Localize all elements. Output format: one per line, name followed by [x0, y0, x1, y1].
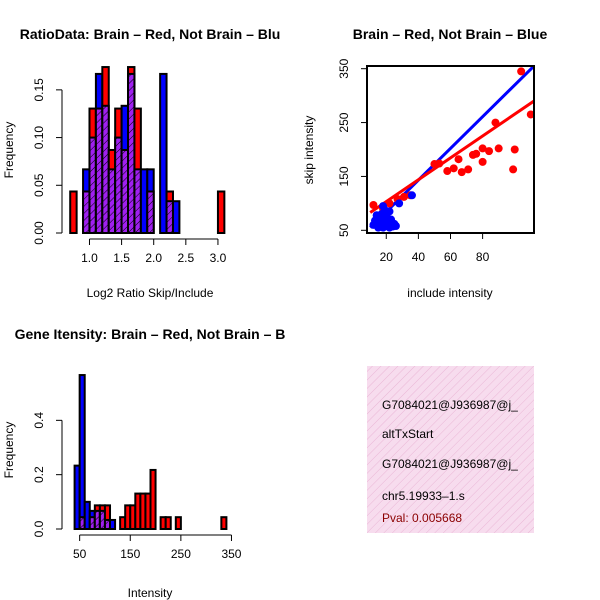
scatter-point-not-brain [391, 221, 400, 230]
scatter-y-tick-label: 350 [337, 58, 351, 78]
scatter-x-tick-label: 60 [444, 250, 458, 264]
scatter-point-brain [491, 118, 500, 127]
info-locus: chr5.19933–1.s [382, 489, 465, 503]
scatter-point-not-brain [372, 211, 381, 220]
intensity-hist-xlabel: Intensity [128, 586, 173, 600]
scatter-x-tick-label: 20 [380, 250, 394, 264]
intensity-hist-y-tick-label: 0.0 [32, 520, 46, 537]
intensity-hist-bar-not-brain [109, 518, 117, 530]
intensity-hist-bars [73, 374, 228, 531]
intensity-hist-y-tick-label: 0.2 [32, 466, 46, 483]
info-pval: Pval: 0.005668 [382, 511, 462, 525]
ratio-hist-bar-brain [69, 190, 78, 234]
info-gene-id-2: G7084021@J936987@j_ [382, 457, 518, 471]
intensity-hist-bar-brain [149, 468, 157, 530]
ratio-hist-x-tick-label: 2.0 [145, 251, 162, 265]
scatter-point-brain [454, 155, 463, 164]
scatter-ylabel: skip intensity [302, 116, 316, 185]
ratio-hist-x-tick-label: 2.5 [177, 251, 194, 265]
scatter-y-tick-label: 50 [337, 223, 351, 237]
scatter-point-brain [526, 110, 535, 119]
scatter-point-brain [449, 164, 458, 173]
ratio-hist-x-tick-label: 1.5 [113, 251, 130, 265]
intensity-hist-title: Gene Itensity: Brain – Red, Not Brain – … [15, 326, 286, 342]
scatter-point-brain [369, 200, 378, 209]
scatter-point-brain [478, 144, 487, 153]
ratio-histogram: RatioData: Brain – Red, Not Brain – Blu … [2, 26, 280, 300]
intensity-hist-x-tick-label: 350 [221, 547, 241, 561]
scatter-title: Brain – Red, Not Brain – Blue [353, 26, 548, 42]
scatter-point-brain [472, 149, 481, 158]
scatter-x-tick-label: 80 [476, 250, 490, 264]
ratio-hist-bars [69, 66, 226, 235]
info-panel: G7084021@J936987@j_ altTxStart G7084021@… [367, 366, 534, 533]
intensity-hist-bar-brain [164, 516, 172, 530]
scatter-point-brain [509, 165, 518, 174]
ratio-hist-ylabel: Frequency [2, 122, 16, 179]
intensity-hist-y-tick-label: 0.4 [32, 412, 46, 429]
info-event-type: altTxStart [382, 427, 434, 441]
scatter-y-tick-label: 250 [337, 112, 351, 132]
ratio-hist-bar-overlap-hatch [146, 190, 155, 234]
ratio-hist-y-tick-label: 0.00 [32, 221, 46, 245]
scatter-point-brain [457, 168, 466, 177]
ratio-hist-bar-brain [216, 190, 226, 234]
scatter-point-brain [385, 199, 394, 208]
intensity-hist-ylabel: Frequency [2, 422, 16, 479]
ratio-hist-bar-not-brain [159, 72, 168, 234]
scatter-fit-brain [369, 99, 534, 214]
ratio-hist-y-tick-label: 0.15 [32, 78, 46, 102]
intensity-hist-bar-brain [220, 516, 228, 530]
intensity-hist-x-tick-label: 50 [73, 547, 87, 561]
ratio-hist-axes: 1.0 1.5 2.0 2.5 3.0 0.00 0.05 0.10 0.15 [32, 78, 226, 265]
scatter-point-brain [510, 145, 519, 154]
info-panel-hatch [367, 366, 534, 533]
scatter-point-brain [485, 147, 494, 156]
scatter-point-not-brain [385, 207, 394, 216]
scatter-y-tick-label: 150 [337, 166, 351, 186]
scatter-point-not-brain [395, 199, 404, 208]
scatter-point-brain [443, 167, 452, 176]
scatter-point-brain [494, 144, 503, 153]
scatter-fit-not-brain [369, 66, 534, 229]
scatter-point-brain [435, 159, 444, 168]
intensity-hist-x-tick-label: 150 [120, 547, 140, 561]
scatter-point-brain [478, 157, 487, 166]
scatter-point-brain [517, 67, 526, 76]
scatter-axes: 20 40 60 80 50 150 250 350 [337, 58, 489, 264]
ratio-hist-xlabel: Log2 Ratio Skip/Include [87, 286, 214, 300]
intensity-hist-bar-brain [174, 516, 182, 530]
intensity-hist-axes: 50 150 250 350 0.0 0.2 0.4 [32, 412, 242, 561]
scatter-xlabel: include intensity [407, 286, 492, 300]
ratio-hist-y-tick-label: 0.10 [32, 126, 46, 150]
scatter-points [369, 67, 535, 232]
scatter-x-tick-label: 40 [412, 250, 426, 264]
scatter-point-not-brain [407, 191, 416, 200]
scatter-point-not-brain [379, 202, 388, 211]
scatter-fit-lines [369, 66, 534, 229]
ratio-hist-y-tick-label: 0.05 [32, 173, 46, 197]
intensity-scatter: Brain – Red, Not Brain – Blue 20 40 60 80 50… [302, 26, 547, 300]
ratio-hist-title: RatioData: Brain – Red, Not Brain – Blu [20, 26, 281, 42]
ratio-hist-x-tick-label: 3.0 [210, 251, 227, 265]
intensity-hist-x-tick-label: 250 [171, 547, 191, 561]
scatter-point-brain [464, 165, 473, 174]
intensity-histogram: Gene Itensity: Brain – Red, Not Brain – … [2, 326, 285, 600]
scatter-point-brain [399, 192, 408, 201]
ratio-hist-x-tick-label: 1.0 [81, 251, 98, 265]
ratio-hist-bar-not-brain [171, 200, 181, 235]
info-gene-id-1: G7084021@J936987@j_ [382, 398, 518, 412]
